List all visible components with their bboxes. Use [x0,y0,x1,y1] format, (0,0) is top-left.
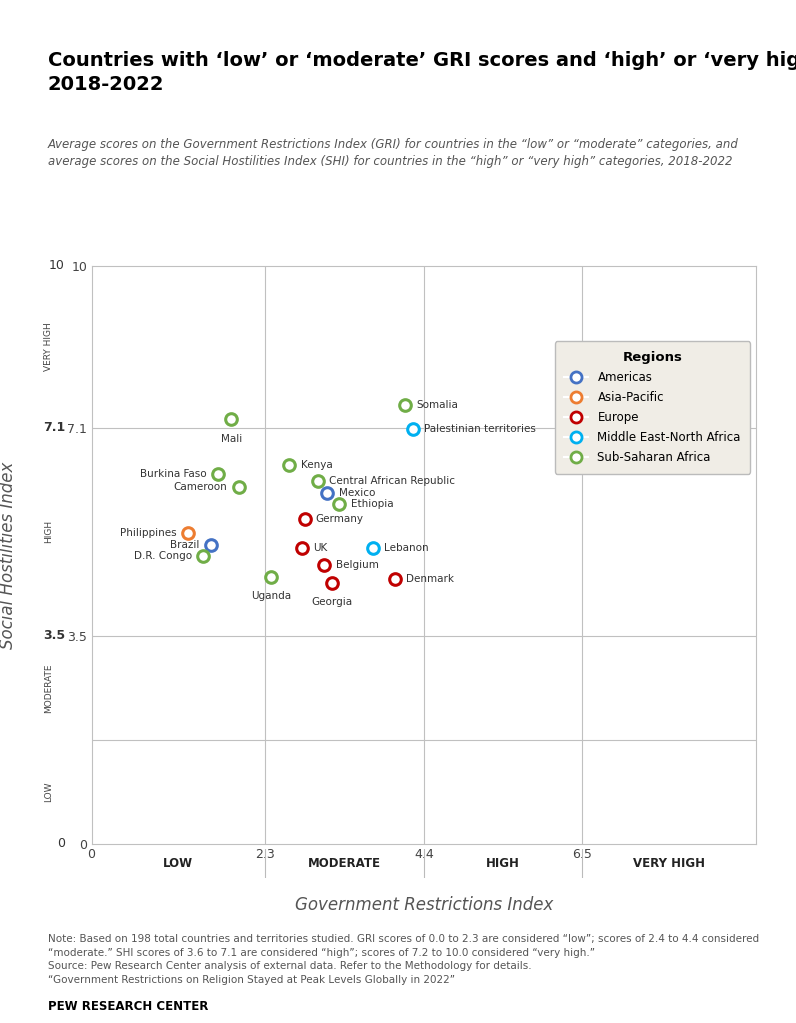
Text: VERY HIGH: VERY HIGH [634,857,705,870]
Point [406,420,419,437]
Point [225,411,238,428]
Point [326,575,338,591]
Point [197,548,209,565]
Text: Mexico: Mexico [338,488,375,497]
Text: Uganda: Uganda [252,591,291,602]
Text: Social Hostilities Index: Social Hostilities Index [0,461,17,649]
Text: 7.1: 7.1 [43,421,65,435]
Text: 10: 10 [49,260,65,272]
Text: VERY HIGH: VERY HIGH [44,322,53,371]
Point [283,457,296,474]
Text: Central African Republic: Central African Republic [330,476,455,486]
Text: D.R. Congo: D.R. Congo [134,551,192,562]
Point [212,465,224,482]
Text: Countries with ‘low’ or ‘moderate’ GRI scores and ‘high’ or ‘very high’ SHI scor: Countries with ‘low’ or ‘moderate’ GRI s… [48,51,796,94]
Text: Mali: Mali [220,434,242,444]
Text: Lebanon: Lebanon [384,543,428,553]
Text: Somalia: Somalia [416,400,458,409]
Text: Brazil: Brazil [170,539,200,549]
Text: 3.5: 3.5 [43,629,65,642]
Text: Ethiopia: Ethiopia [350,499,393,509]
Text: Cameroon: Cameroon [174,482,228,492]
Text: MODERATE: MODERATE [308,857,381,870]
Text: Denmark: Denmark [407,574,455,584]
Point [232,479,245,495]
Point [333,496,345,513]
Text: HIGH: HIGH [486,857,520,870]
Text: LOW: LOW [44,782,53,802]
Point [265,569,278,585]
Point [318,558,330,574]
Point [181,525,194,541]
Point [298,510,311,527]
Text: Average scores on the Government Restrictions Index (GRI) for countries in the “: Average scores on the Government Restric… [48,138,739,168]
Text: Burkina Faso: Burkina Faso [140,470,207,479]
Point [295,540,308,557]
Text: Philippines: Philippines [120,528,177,538]
Point [399,397,412,413]
Text: Germany: Germany [316,515,364,524]
Text: Palestinian territories: Palestinian territories [423,424,536,434]
Point [388,571,401,587]
Text: Government Restrictions Index: Government Restrictions Index [295,896,553,915]
Point [321,484,334,500]
Legend: Americas, Asia-Pacific, Europe, Middle East-North Africa, Sub-Saharan Africa: Americas, Asia-Pacific, Europe, Middle E… [555,342,751,474]
Text: HIGH: HIGH [44,521,53,543]
Text: PEW RESEARCH CENTER: PEW RESEARCH CENTER [48,1000,208,1014]
Text: Belgium: Belgium [335,561,378,571]
Point [366,540,379,557]
Text: MODERATE: MODERATE [44,663,53,713]
Point [312,473,325,489]
Point [205,536,217,552]
Text: LOW: LOW [163,857,193,870]
Text: UK: UK [313,543,327,553]
Text: Georgia: Georgia [311,597,353,608]
Text: Kenya: Kenya [301,460,333,471]
Text: Note: Based on 198 total countries and territories studied. GRI scores of 0.0 to: Note: Based on 198 total countries and t… [48,934,759,985]
Text: 0: 0 [57,838,65,850]
